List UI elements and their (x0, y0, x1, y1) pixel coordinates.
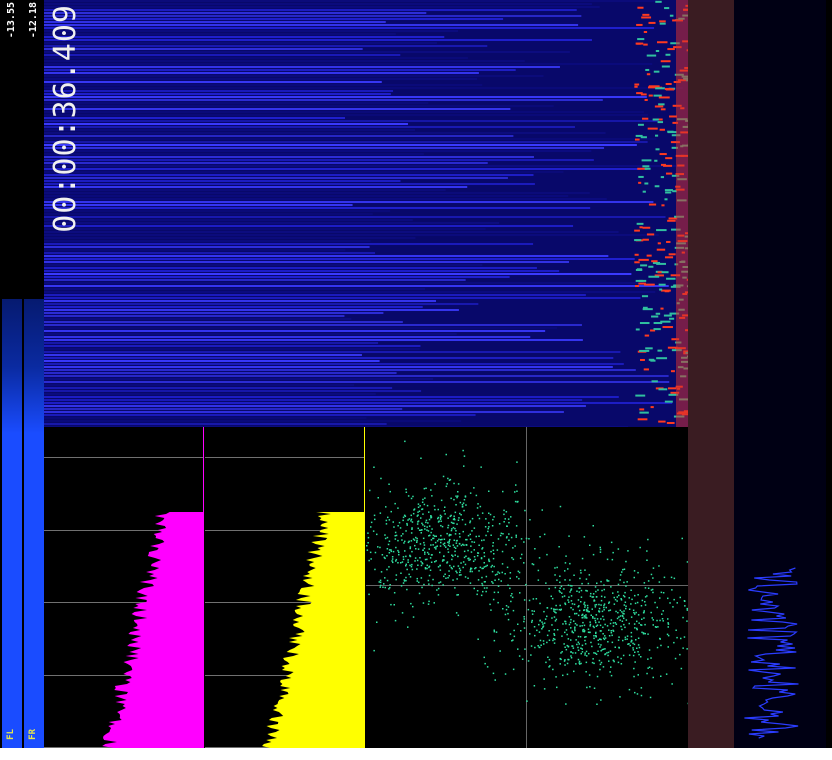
level-meter-left-fill (2, 299, 22, 748)
level-meter-right: FR -12.18 (24, 0, 44, 748)
spectrogram (44, 0, 688, 427)
spectrogram-canvas (44, 0, 688, 427)
meter-left-db: -13.55 (6, 2, 17, 39)
meter-right-db: -12.18 (28, 2, 39, 39)
histogram-left (44, 427, 204, 748)
level-meter-right-fill (24, 299, 44, 748)
histogram-left-canvas (44, 427, 204, 748)
waveform-panel (734, 0, 826, 748)
histogram-right-canvas (205, 427, 365, 748)
vectorscope-canvas (366, 427, 690, 748)
side-band (688, 0, 734, 748)
vectorscope (366, 427, 690, 748)
histogram-right (205, 427, 365, 748)
right-edge (826, 0, 832, 748)
meter-right-label: FR (28, 729, 38, 740)
timestamp-readout: 00:00:36.409 (48, 4, 83, 233)
waveform-canvas (744, 567, 799, 739)
level-meter-left: FL -13.55 (2, 0, 22, 748)
meter-left-label: FL (6, 729, 16, 740)
